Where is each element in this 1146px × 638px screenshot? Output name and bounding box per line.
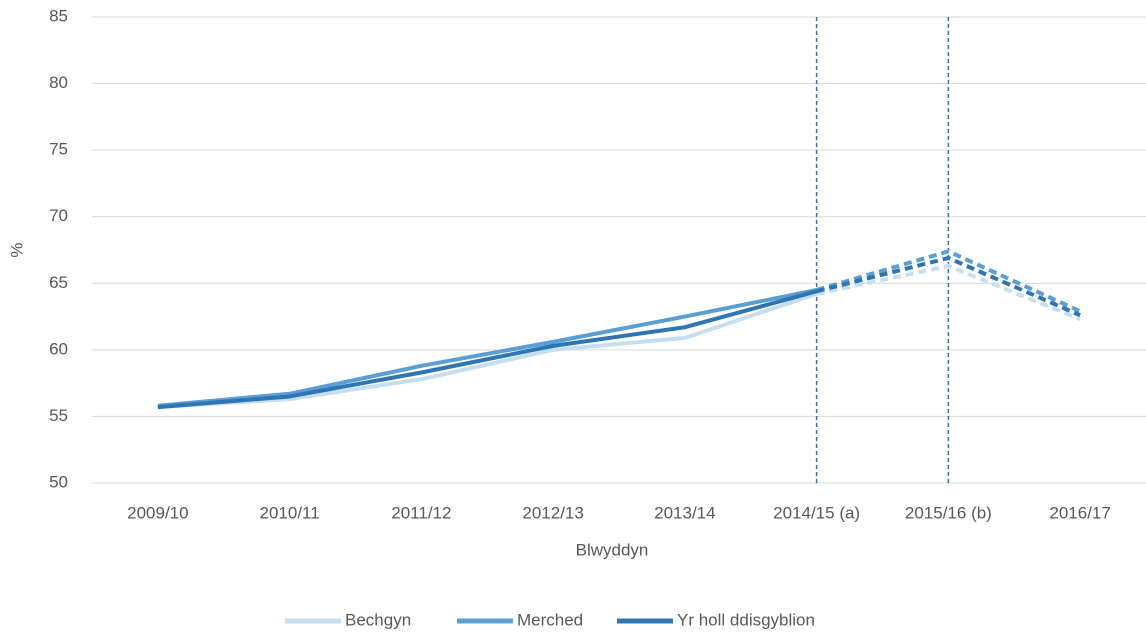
legend-label: Yr holl ddisgyblion — [677, 610, 815, 629]
series-line — [157, 287, 818, 408]
y-tick-label: 85 — [49, 6, 68, 25]
series-line — [157, 292, 818, 410]
y-axis-title: % — [7, 242, 26, 257]
x-tick-label: 2015/16 (b) — [905, 503, 992, 522]
y-tick-label: 50 — [49, 472, 68, 491]
x-tick-label: 2012/13 — [522, 503, 583, 522]
y-tick-label: 60 — [49, 339, 68, 358]
y-tick-label: 55 — [49, 406, 68, 425]
series-line — [816, 255, 1081, 318]
x-tick-label: 2010/11 — [260, 503, 320, 522]
x-tick-label: 2011/12 — [391, 503, 451, 522]
y-tick-label: 80 — [49, 73, 68, 92]
series-line — [816, 249, 1081, 314]
legend-label: Bechgyn — [345, 610, 411, 629]
x-tick-label: 2014/15 (a) — [773, 503, 860, 522]
y-tick-label: 75 — [49, 140, 68, 159]
legend-label: Merched — [517, 610, 583, 629]
y-tick-label: 70 — [49, 206, 68, 225]
x-axis-title: Blwyddyn — [576, 540, 649, 559]
series-line — [157, 289, 818, 410]
x-tick-label: 2016/17 — [1049, 503, 1110, 522]
y-tick-label: 65 — [49, 273, 68, 292]
x-tick-label: 2013/14 — [654, 503, 715, 522]
x-tick-label: 2009/10 — [127, 503, 188, 522]
series-line — [816, 263, 1081, 322]
